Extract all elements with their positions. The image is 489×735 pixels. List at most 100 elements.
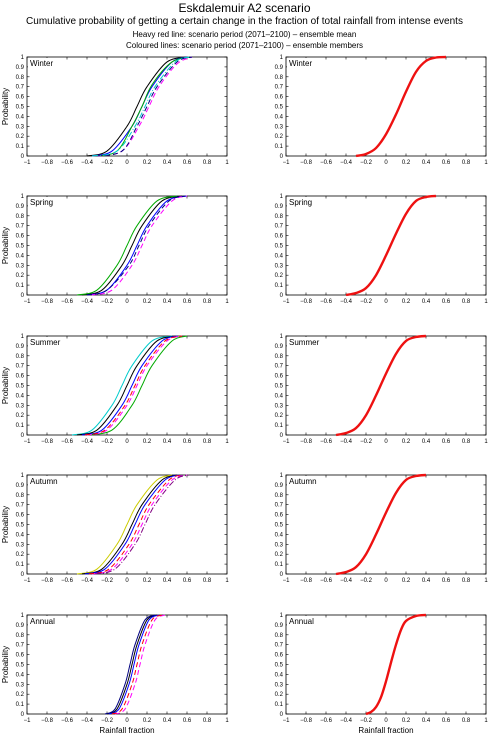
panel-autumn-mean: −1 −0.8 −0.6 −0.4 −0.2 0 0.2 0.4 0.6 0.8 1 0 0.1 0.2 0… [275, 473, 489, 584]
y-tick-label: 0.8 [16, 75, 25, 81]
x-tick-label: 0.6 [442, 439, 451, 445]
x-tick-label: −1 [24, 299, 32, 305]
x-tick-label: −0.4 [81, 578, 94, 584]
x-tick-label: −0.6 [320, 299, 333, 305]
x-tick-label: 0.8 [462, 578, 471, 584]
x-tick-label: 0.2 [402, 160, 411, 166]
ensemble-member-line-2 [108, 614, 160, 715]
y-tick-label: 0 [280, 572, 284, 578]
y-tick-label: 0.8 [275, 75, 284, 81]
season-label: Winter [30, 59, 53, 68]
x-tick-label: −0.4 [81, 718, 94, 724]
ensemble-member-line-1 [81, 195, 183, 296]
y-axis-label: Probability [1, 367, 10, 404]
season-label: Summer [289, 338, 320, 347]
y-tick-label: 1 [21, 473, 25, 479]
y-tick-label: 0.7 [16, 364, 25, 370]
y-tick-label: 0.6 [275, 234, 284, 240]
y-tick-label: 0.2 [275, 692, 284, 698]
y-tick-label: 0.4 [275, 672, 284, 678]
x-tick-label: −1 [283, 160, 291, 166]
x-tick-label: 0.8 [462, 439, 471, 445]
x-tick-label: 1 [484, 439, 488, 445]
x-tick-label: −0.8 [41, 718, 54, 724]
x-tick-label: 0.2 [402, 299, 411, 305]
x-axis-label: Rainfall fraction [99, 726, 154, 735]
y-tick-label: 0.9 [275, 344, 284, 350]
y-tick-label: 0.8 [16, 633, 25, 639]
y-tick-label: 0 [280, 712, 284, 718]
season-label: Winter [289, 59, 312, 68]
x-tick-label: 0.8 [462, 160, 471, 166]
y-tick-label: 0.2 [16, 134, 25, 140]
ensemble-member-line-1 [71, 335, 173, 436]
x-tick-label: 0.2 [143, 718, 152, 724]
x-tick-label: 1 [484, 718, 488, 724]
x-tick-label: −0.6 [61, 160, 74, 166]
x-tick-label: 1 [484, 578, 488, 584]
x-tick-label: 0 [125, 718, 129, 724]
y-tick-label: 0.2 [275, 413, 284, 419]
x-tick-label: −0.6 [61, 299, 74, 305]
x-tick-label: 0 [125, 439, 129, 445]
plot-frame [285, 474, 487, 575]
x-tick-label: 0.2 [143, 160, 152, 166]
x-tick-label: −1 [283, 439, 291, 445]
y-tick-label: 0.2 [16, 692, 25, 698]
ensemble-member-line-3 [81, 335, 178, 436]
x-tick-label: −0.8 [41, 160, 54, 166]
y-tick-label: 0.7 [16, 85, 25, 91]
x-tick-label: −0.8 [41, 578, 54, 584]
x-tick-label: −1 [24, 439, 32, 445]
y-tick-label: 0.3 [275, 403, 284, 409]
ensemble-member-line-4 [91, 474, 188, 575]
ensemble-member-line-4 [91, 195, 188, 296]
season-label-bg [287, 337, 323, 347]
figure-title: Eskdalemuir A2 scenario [178, 1, 311, 15]
x-tick-label: 0.6 [183, 299, 192, 305]
x-tick-label: −0.2 [360, 718, 373, 724]
x-tick-label: −0.8 [300, 578, 313, 584]
ensemble-member-line-3 [84, 474, 180, 575]
y-tick-label: 0.1 [275, 562, 284, 568]
ensemble-member-line-1 [106, 614, 158, 715]
y-tick-label: 0.7 [16, 643, 25, 649]
y-tick-label: 0.6 [16, 95, 25, 101]
y-tick-label: 0.7 [275, 503, 284, 509]
x-tick-label: −1 [283, 718, 291, 724]
x-axis-label: Rainfall fraction [358, 726, 413, 735]
x-tick-label: 0.6 [442, 718, 451, 724]
x-tick-label: −1 [24, 578, 32, 584]
x-tick-label: −0.4 [340, 718, 353, 724]
y-tick-label: 0.4 [275, 532, 284, 538]
x-tick-label: 0.4 [422, 299, 431, 305]
season-label-bg [28, 337, 64, 347]
y-tick-label: 0.5 [275, 663, 284, 669]
panel-spring-members: −1 −0.8 −0.6 −0.4 −0.2 0 0.2 0.4 0.6 0.8 1 0 0.1 0.2 0… [1, 194, 229, 305]
y-tick-label: 0.9 [275, 623, 284, 629]
y-tick-label: 0.7 [16, 224, 25, 230]
y-tick-label: 0.2 [16, 552, 25, 558]
x-tick-label: 0.6 [442, 160, 451, 166]
y-tick-label: 0.1 [16, 423, 25, 429]
y-tick-label: 0.4 [16, 532, 25, 538]
y-tick-label: 1 [280, 55, 284, 61]
x-tick-label: 0 [384, 160, 388, 166]
x-tick-label: −1 [283, 578, 291, 584]
x-tick-label: −0.2 [360, 578, 373, 584]
figure-subtitle: Cumulative probability of getting a cert… [26, 16, 463, 27]
y-tick-label: 0 [280, 293, 284, 299]
ensemble-member-line-1 [86, 56, 188, 157]
x-tick-label: −0.6 [61, 718, 74, 724]
y-tick-label: 0.5 [16, 523, 25, 529]
y-tick-label: 0.1 [275, 702, 284, 708]
y-tick-label: 0.2 [275, 134, 284, 140]
y-tick-label: 0.3 [16, 682, 25, 688]
x-tick-label: 0.2 [143, 578, 152, 584]
y-tick-label: 0.1 [16, 144, 25, 150]
x-tick-label: −0.2 [101, 578, 114, 584]
y-tick-label: 0.9 [16, 204, 25, 210]
x-tick-label: −0.6 [320, 160, 333, 166]
y-tick-label: 0.3 [16, 403, 25, 409]
season-label-bg [28, 616, 64, 626]
